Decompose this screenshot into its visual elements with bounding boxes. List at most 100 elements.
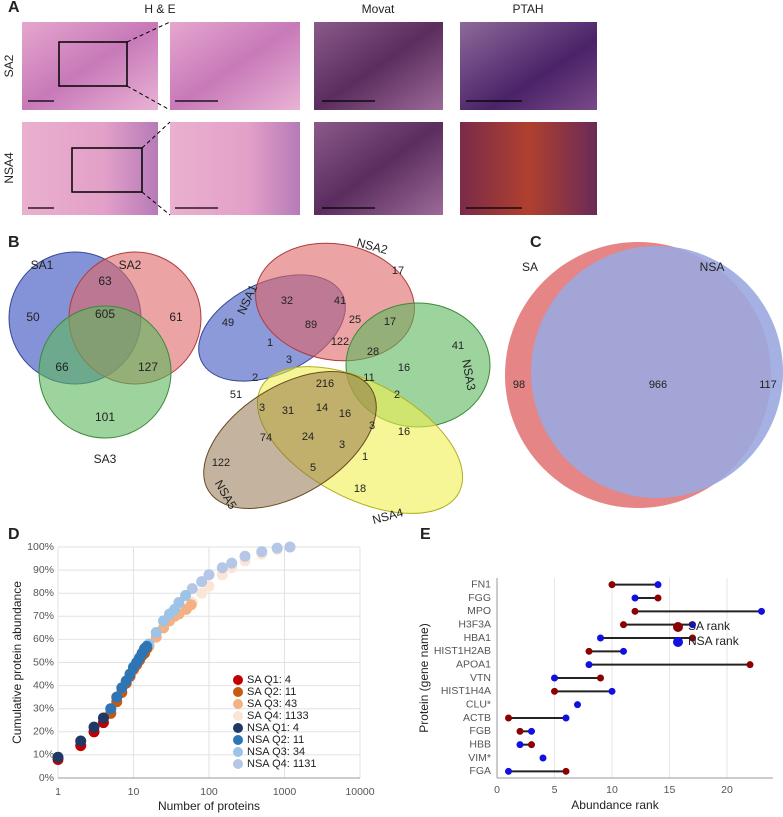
y-tick-label: 40% [33, 679, 54, 691]
image [314, 22, 443, 110]
venn-count: 28 [367, 346, 379, 358]
point [141, 640, 153, 652]
point [528, 741, 535, 749]
point [654, 594, 662, 602]
venn-count: 16 [339, 408, 351, 420]
legend-label: NSA Q2: 11 [247, 734, 304, 746]
y-tick-label: VIM* [468, 752, 491, 764]
point [75, 735, 87, 747]
point [97, 712, 109, 724]
point [173, 596, 185, 608]
venn-count: 49 [222, 317, 234, 329]
point [256, 546, 268, 558]
venn-count: 98 [513, 379, 525, 391]
x-tick-label: 10000 [345, 786, 374, 798]
y-tick-label: H3F3A [458, 618, 491, 630]
venn-count: 14 [316, 402, 328, 414]
zoom-box [71, 147, 143, 193]
point [284, 541, 296, 553]
x-axis-label: Number of proteins [158, 799, 260, 813]
y-tick-label: VTN [470, 672, 491, 684]
set-label: SA [522, 260, 538, 274]
x-tick-label: 1 [55, 786, 61, 798]
venn-count: 74 [260, 432, 272, 444]
y-tick-label: 100% [27, 541, 54, 553]
zoom-lines [126, 21, 171, 216]
venn-count: 3 [339, 439, 345, 451]
point [226, 557, 238, 569]
y-tick-label: 20% [33, 726, 54, 738]
column-title: PTAH [512, 2, 543, 16]
legend-label: SA Q2: 11 [247, 686, 296, 698]
point [608, 581, 616, 589]
y-tick-label: 30% [33, 702, 54, 714]
legend-marker [233, 675, 243, 685]
venn-count: 31 [282, 405, 294, 417]
venn-shapes [8, 242, 783, 514]
y-tick-label: CLU* [466, 698, 491, 710]
row-label: SA2 [2, 54, 16, 77]
y-tick-label: 10% [33, 749, 54, 761]
y-tick-label: 60% [33, 633, 54, 645]
point [528, 727, 535, 735]
panel-label: E [420, 526, 431, 543]
point [539, 754, 547, 762]
legend-marker [233, 747, 243, 757]
venn-count: 605 [95, 307, 115, 321]
venn-count: 51 [230, 389, 242, 401]
venn-count: 122 [331, 336, 349, 348]
legend-marker [233, 735, 243, 745]
column-title: H & E [144, 2, 175, 16]
set-label: NSA3 [459, 358, 478, 392]
point [620, 647, 627, 655]
point [186, 583, 198, 595]
y-tick-label: ACTB [463, 712, 491, 724]
legend-label: NSA Q3: 34 [247, 746, 305, 758]
x-tick-label: 100 [200, 786, 218, 798]
legend-marker [233, 711, 243, 721]
point [597, 634, 604, 642]
y-tick-label: HIST1H2AB [434, 645, 491, 657]
point [180, 590, 192, 602]
point [689, 634, 696, 642]
panel-label: B [8, 234, 20, 251]
venn-count: 122 [212, 457, 230, 469]
column-title: Movat [362, 2, 395, 16]
x-tick-label: 10 [606, 784, 618, 796]
panel-label: C [530, 234, 542, 251]
venn-count: 50 [26, 310, 40, 324]
point [608, 687, 616, 695]
row-label: NSA4 [2, 152, 16, 184]
y-tick-label: HIST1H4A [441, 685, 491, 697]
panel-a: H & E Movat PTAH SA2 NSA4 [2, 2, 597, 216]
y-tick-label: 80% [33, 587, 54, 599]
y-tick-label: 0% [39, 772, 54, 784]
y-axis-label: Cumulative protein abundance [10, 581, 24, 744]
venn-count: 2 [394, 389, 400, 401]
image [170, 22, 300, 110]
point [562, 767, 570, 775]
x-tick-label: 20 [721, 784, 733, 796]
point [631, 594, 639, 602]
venn-count: 101 [95, 410, 115, 424]
set-label: SA3 [94, 452, 117, 466]
legend-marker [673, 622, 683, 632]
legend-marker [233, 723, 243, 733]
y-tick-label: 50% [33, 656, 54, 668]
legend-label: SA Q3: 43 [247, 698, 297, 710]
y-tick-label: FGA [469, 765, 491, 777]
venn-count: 11 [363, 372, 374, 384]
point [631, 607, 639, 615]
y-tick-label: MPO [467, 605, 491, 617]
legend-label: SA Q1: 4 [247, 674, 291, 686]
point [574, 701, 581, 709]
legend-marker [233, 699, 243, 709]
venn-count: 17 [384, 316, 396, 328]
venn-count: 24 [302, 431, 314, 443]
image [460, 22, 597, 110]
y-axis-label: Protein (gene name) [417, 623, 431, 732]
point [585, 647, 593, 655]
image [460, 122, 597, 215]
x-tick-label: 1000 [273, 786, 297, 798]
